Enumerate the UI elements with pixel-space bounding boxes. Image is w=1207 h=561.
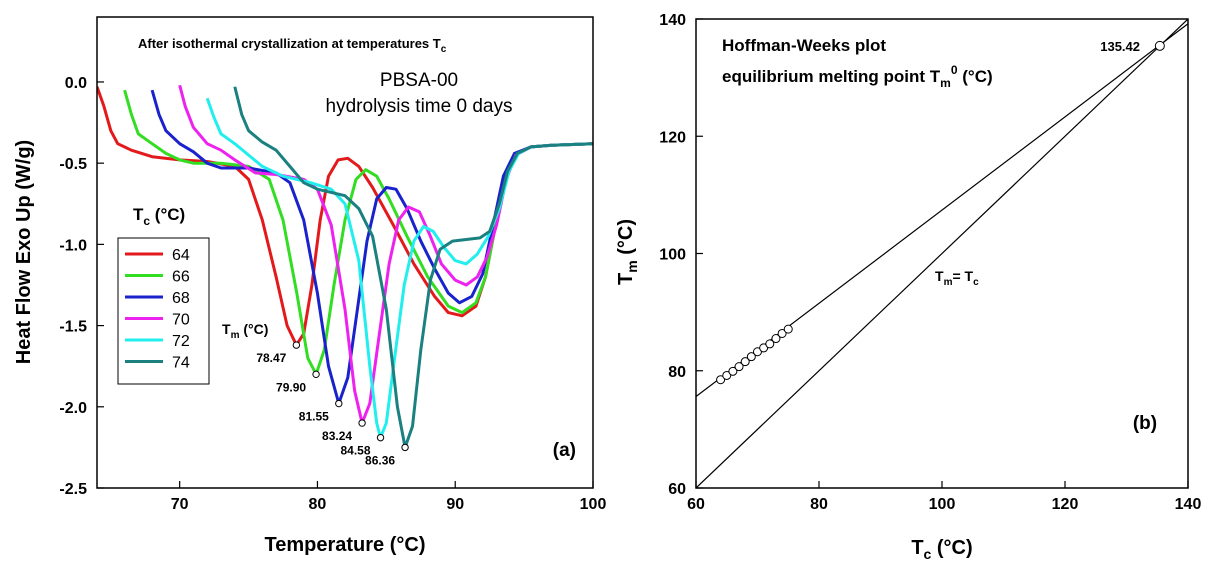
data-point xyxy=(759,343,769,353)
panel-a-y-tick-label: -1.5 xyxy=(59,319,87,336)
panel-b-chart: 60 80 100 120 140 60 80 100 120 140 Tc (°C) Tm (… xyxy=(615,12,1201,561)
panel-a-x-ticks: 70 80 90 100 xyxy=(171,481,607,513)
data-point xyxy=(771,334,781,344)
panel-b-y-axis-label: Tm (°C) xyxy=(615,219,640,285)
panel-a-y-tick-label: 0.0 xyxy=(65,75,87,92)
tm-value-68: 81.55 xyxy=(299,410,329,424)
panel-b-x-tick-label: 140 xyxy=(1175,496,1202,513)
series-line-70 xyxy=(178,84,593,425)
legend-label-64: 64 xyxy=(172,247,190,264)
panel-b-x-tick-label: 80 xyxy=(810,496,828,513)
data-point xyxy=(716,375,726,385)
panel-a-y-axis-label: Heat Flow Exo Up (W/g) xyxy=(13,140,35,364)
legend-label-72: 72 xyxy=(172,333,190,350)
panel-b-title: Hoffman-Weeks plot xyxy=(722,36,886,55)
panel-a-condition-label: hydrolysis time 0 days xyxy=(326,96,513,117)
panel-a-x-tick-label: 100 xyxy=(580,496,607,513)
panel-a-sample-label: PBSA-00 xyxy=(380,70,458,91)
panel-a-label: (a) xyxy=(553,440,576,461)
series-line-72 xyxy=(205,97,593,440)
tm-value-70: 83.24 xyxy=(322,429,352,443)
legend-box xyxy=(117,237,210,385)
tm-marker-64 xyxy=(292,341,301,349)
tm-marker-72 xyxy=(376,433,385,442)
panel-b-y-ticks: 60 80 100 120 140 xyxy=(659,12,703,498)
panel-b-label: (b) xyxy=(1133,413,1157,434)
panel-b-x-tick-label: 60 xyxy=(687,496,705,513)
panel-b-x-axis-label: Tc (°C) xyxy=(911,537,972,561)
tm-marker-74 xyxy=(401,443,409,452)
data-point xyxy=(734,362,744,372)
panel-b-y-tick-label: 60 xyxy=(668,481,686,498)
panel-a-x-tick-label: 90 xyxy=(446,496,464,513)
panel-a-series xyxy=(97,84,593,449)
legend-label-74: 74 xyxy=(172,355,190,372)
tm-value-66: 79.90 xyxy=(276,380,306,394)
panel-b-x-tick-label: 120 xyxy=(1052,496,1079,513)
panel-b-x-ticks: 60 80 100 120 140 xyxy=(687,481,1201,513)
panel-b-subtitle: equilibrium melting point Tm0 (°C) xyxy=(722,63,993,90)
data-point xyxy=(777,328,787,338)
legend-label-70: 70 xyxy=(172,312,190,329)
panel-b-y-tick-label: 100 xyxy=(659,247,686,264)
panel-b-x-tick-label: 100 xyxy=(929,496,956,513)
panel-a-y-tick-label: -0.5 xyxy=(59,156,87,173)
data-point xyxy=(765,339,775,349)
series-line-74 xyxy=(233,86,593,449)
legend-title: Tc (°C) xyxy=(133,205,185,228)
legend-label-68: 68 xyxy=(172,290,190,307)
intersection-label: 135.42 xyxy=(1100,39,1140,54)
tm-value-72: 84.58 xyxy=(341,444,371,458)
data-point xyxy=(722,370,732,380)
intersection-point xyxy=(1154,40,1165,51)
data-point xyxy=(728,366,738,376)
panel-b-y-tick-label: 140 xyxy=(659,12,686,29)
tm-value-64: 78.47 xyxy=(256,351,286,365)
tm-marker-66 xyxy=(312,370,320,379)
tm-marker-68 xyxy=(335,399,343,408)
identity-line xyxy=(696,19,1188,488)
panel-a-y-tick-label: -2.5 xyxy=(59,481,87,498)
panel-b-points xyxy=(716,40,1165,385)
legend-label-66: 66 xyxy=(172,269,190,286)
panel-a-x-tick-label: 70 xyxy=(171,496,189,513)
series-line-68 xyxy=(150,89,593,405)
panel-a-x-axis-label: Temperature (°C) xyxy=(265,534,426,556)
data-point xyxy=(746,352,756,362)
tm-marker-70 xyxy=(358,419,366,427)
data-point xyxy=(740,357,750,367)
legend: 64 66 68 70 72 74 xyxy=(125,247,190,372)
tm-value-74: 86.36 xyxy=(365,453,395,467)
panel-a-title: After isothermal crystallization at temp… xyxy=(138,36,447,55)
identity-line-label: Tm= Tc xyxy=(935,268,979,288)
panel-b-y-tick-label: 80 xyxy=(668,364,686,381)
panel-a-y-ticks: 0.0 -0.5 -1.0 -1.5 -2.0 -2.5 xyxy=(59,75,104,498)
tm-annotation-label: Tm (°C) xyxy=(222,321,268,341)
panel-b-y-tick-label: 120 xyxy=(659,129,686,146)
panel-a-frame xyxy=(96,16,594,489)
panel-a-x-tick-label: 80 xyxy=(309,496,327,513)
panel-a-y-tick-label: -2.0 xyxy=(59,400,87,417)
data-point xyxy=(783,324,793,334)
panel-a-y-tick-label: -1.0 xyxy=(59,237,87,254)
